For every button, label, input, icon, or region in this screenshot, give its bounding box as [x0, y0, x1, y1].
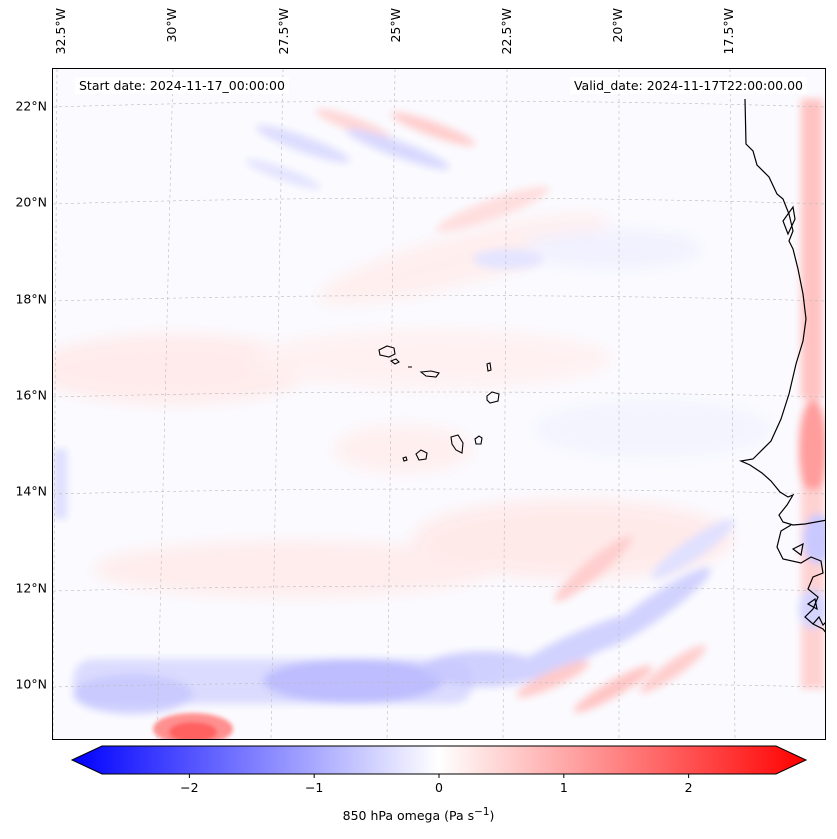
colorbar-title-main: 850 hPa omega (Pa s — [342, 808, 475, 824]
lat-label-10n: 10°N — [15, 676, 47, 692]
island-sao-nicolau — [408, 366, 440, 378]
colorbar-ticks — [188, 774, 690, 778]
omega-max-cell — [153, 713, 233, 739]
colorbar-tick-label: 1 — [559, 780, 568, 795]
lat-label-20n: 20°N — [15, 194, 47, 210]
lon-label-30w: 30°W — [164, 8, 179, 43]
colorbar-tick-label: 0 — [435, 780, 443, 795]
graticule — [53, 69, 825, 739]
lat-label-14n: 14°N — [15, 483, 47, 499]
island-maio — [474, 435, 483, 445]
colorbar-tick-label: 2 — [684, 780, 693, 795]
colorbar — [70, 745, 808, 778]
lon-label-17-5w: 17.5°W — [721, 8, 736, 55]
lon-label-20w: 20°W — [610, 8, 625, 43]
lon-label-22-5w: 22.5°W — [499, 8, 514, 55]
island-sao-vicente — [389, 358, 400, 365]
omega-wave-train-north — [245, 108, 550, 269]
omega-southern-descent-band — [73, 519, 735, 714]
colorbar-title-end: ) — [489, 808, 495, 824]
island-santo-antao — [378, 345, 396, 358]
omega-field-map — [53, 69, 825, 739]
island-boa-vista — [486, 391, 500, 404]
african-coastline — [738, 98, 825, 633]
lon-label-32-5w: 32.5°W — [53, 8, 68, 55]
island-santiago — [450, 434, 464, 454]
lon-label-27-5w: 27.5°W — [276, 8, 291, 55]
island-brava — [402, 456, 408, 462]
valid-date-label: Valid_date: 2024-11-17T22:00:00.00 — [569, 77, 807, 94]
map-panel[interactable]: Start date: 2024-11-17_00:00:00 Valid_da… — [52, 68, 826, 740]
island-fogo — [415, 449, 428, 461]
colorbar-bar — [70, 745, 808, 775]
colorbar-title-unit-exponent: −1 — [474, 806, 490, 818]
lon-label-25w: 25°W — [388, 8, 403, 43]
start-date-label: Start date: 2024-11-17_00:00:00 — [75, 77, 289, 94]
cape-verde-islands — [378, 345, 500, 462]
island-sal — [486, 362, 492, 372]
lat-label-16n: 16°N — [15, 387, 47, 403]
colorbar-title: 850 hPa omega (Pa s−1) — [0, 806, 837, 823]
colorbar-tick-label: −2 — [180, 780, 199, 795]
colorbar-tick-label: −1 — [304, 780, 324, 795]
lat-label-22n: 22°N — [15, 98, 47, 114]
lat-label-18n: 18°N — [15, 291, 47, 307]
lat-label-12n: 12°N — [15, 580, 47, 596]
omega-background-field — [53, 213, 773, 597]
